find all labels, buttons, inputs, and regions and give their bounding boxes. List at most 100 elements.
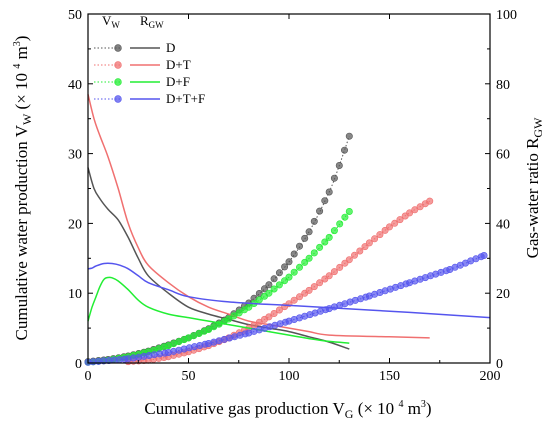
vw-point-d-t: [350, 251, 358, 259]
legend-label-d-t: D+T: [166, 57, 191, 72]
vw-point-d-t: [270, 309, 278, 317]
y2-tick-label: 40: [496, 217, 510, 232]
vw-point-d-t: [361, 243, 369, 251]
x-tick-label: 100: [279, 369, 300, 384]
rgw-line-d-f: [87, 276, 350, 344]
vw-point-d: [265, 281, 273, 289]
vw-point-d: [345, 132, 353, 140]
y-tick-label: 20: [68, 217, 82, 232]
vw-point-d-f: [345, 208, 353, 216]
vw-point-d-f: [310, 249, 318, 257]
vw-point-d: [275, 269, 283, 277]
y-tick-label: 10: [68, 287, 82, 302]
rgw-line-d-t-f: [87, 262, 491, 319]
vw-point-d-t: [330, 268, 338, 276]
vw-point-d-f: [336, 220, 344, 228]
vw-point-d-f: [330, 227, 338, 235]
vw-point-d: [301, 234, 309, 242]
y-tick-label: 40: [68, 78, 82, 93]
x-axis-title: Cumulative gas production VG (× 10 4 m3): [144, 399, 431, 421]
vw-point-d-t: [295, 293, 303, 301]
y2-tick-label: 80: [496, 78, 510, 93]
vw-point-d-f: [230, 312, 238, 320]
vw-point-d-t: [396, 216, 404, 224]
vw-point-d: [310, 217, 318, 225]
vw-point-d-f: [275, 281, 283, 289]
vw-point-d: [270, 275, 278, 283]
vw-point-d: [316, 207, 324, 215]
vw-line-d-t: [128, 200, 430, 363]
vw-point-d: [295, 242, 303, 250]
vw-point-d-t: [406, 209, 414, 217]
y2-tick-label: 100: [496, 8, 517, 23]
vw-point-d-t: [305, 286, 313, 294]
vw-point-d-t: [345, 256, 353, 264]
vw-point-d-f: [290, 268, 298, 276]
vw-point-d-f: [265, 289, 273, 297]
plot-frame: [87, 13, 491, 364]
vw-point-d-t: [316, 279, 324, 287]
vw-point-d: [305, 228, 313, 236]
y-tick-label: 0: [75, 357, 82, 372]
vw-point-d: [281, 263, 289, 271]
legend-vw-marker-d-f: [114, 78, 122, 86]
vw-point-d-f: [301, 258, 309, 266]
rgw-line-d: [87, 167, 350, 350]
vw-point-d-t: [265, 313, 273, 321]
legend-vw-marker-d-t: [114, 61, 122, 69]
vw-point-d-f: [295, 263, 303, 271]
vw-point-d-f: [270, 285, 278, 293]
vw-point-d-t: [371, 235, 379, 243]
vw-point-d-f: [255, 296, 263, 304]
legend-vw-marker-d: [114, 44, 122, 52]
vw-point-d-f: [235, 309, 243, 317]
vw-point-d: [260, 285, 268, 293]
vw-point-d-t: [391, 219, 399, 227]
vw-point-d: [325, 188, 333, 196]
x-tick-label: 200: [480, 369, 501, 384]
legend-label-d-t-f: D+T+F: [166, 91, 205, 106]
vw-point-d-t: [356, 247, 364, 255]
y-tick-label: 30: [68, 148, 82, 163]
vw-markers-d: [84, 132, 353, 366]
vw-point-d-f: [305, 254, 313, 262]
legend-header-rgw: RGW: [140, 13, 164, 30]
vw-point-d-t: [325, 272, 333, 280]
vw-point-d-f: [321, 238, 329, 246]
vw-point-d-t: [376, 231, 384, 239]
vw-point-d-t: [416, 203, 424, 211]
legend-vw-marker-d-t-f: [114, 95, 122, 103]
y-axis-title: Cumulative water production VW (× 10 4 m…: [12, 36, 34, 341]
legend-label-d-f: D+F: [166, 74, 190, 89]
vw-markers-d-t: [124, 197, 434, 366]
series-layer: [84, 94, 491, 366]
vw-point-d: [321, 197, 329, 205]
vw-point-d-f: [285, 273, 293, 281]
y2-tick-label: 20: [496, 287, 510, 302]
vw-point-d-f: [225, 315, 233, 323]
vw-point-d-t: [411, 206, 419, 214]
y2-tick-label: 60: [496, 148, 510, 163]
y2-tick-label: 0: [496, 357, 503, 372]
x-tick-label: 50: [182, 369, 196, 384]
vw-point-d-t: [310, 283, 318, 291]
vw-point-d: [290, 250, 298, 258]
vw-point-d-t: [336, 263, 344, 271]
vw-point-d-t: [255, 318, 263, 326]
y-tick-label: 50: [68, 8, 82, 23]
vw-point-d: [340, 146, 348, 154]
vw-point-d-f: [341, 213, 349, 221]
vw-point-d-f: [316, 243, 324, 251]
vw-line-d: [87, 136, 350, 363]
legend-label-d: D: [166, 40, 175, 55]
vw-point-d-t-f: [480, 252, 488, 260]
vw-point-d-t: [365, 239, 373, 247]
x-tick-label: 0: [85, 369, 92, 384]
vw-point-d-t: [385, 223, 393, 231]
vw-point-d-f: [325, 233, 333, 241]
vw-point-d: [335, 162, 343, 170]
vw-point-d-t: [426, 197, 434, 205]
x-tick-label: 150: [379, 369, 400, 384]
